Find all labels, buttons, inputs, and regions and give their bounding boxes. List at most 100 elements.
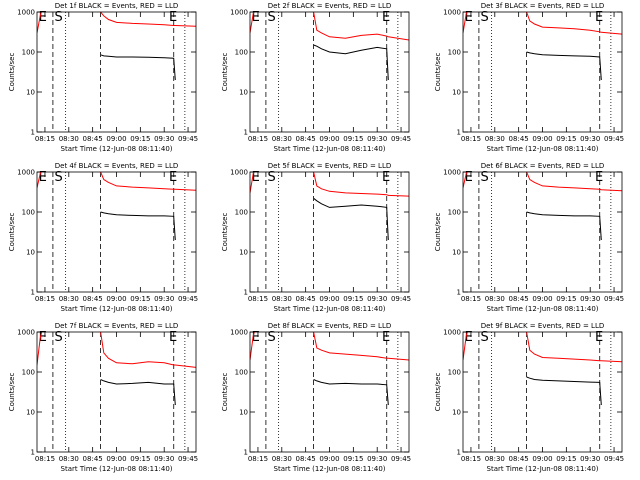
x-tick-label: 09:00 bbox=[532, 455, 552, 463]
x-tick-label: 09:15 bbox=[130, 295, 150, 303]
chart-title: Det 9f BLACK = Events, RED = LLD bbox=[481, 322, 604, 330]
annotation: S bbox=[267, 10, 275, 25]
x-tick-label: 08:45 bbox=[83, 455, 103, 463]
series-line bbox=[100, 379, 176, 406]
x-tick-label: 08:30 bbox=[59, 295, 79, 303]
annotation: S bbox=[54, 170, 62, 185]
x-tick-label: 08:45 bbox=[83, 295, 103, 303]
series-line bbox=[250, 12, 409, 41]
x-tick-label: 08:45 bbox=[296, 295, 316, 303]
annotation: E bbox=[39, 330, 47, 345]
series-line bbox=[313, 44, 389, 81]
y-axis-label: Counts/sec bbox=[8, 373, 16, 412]
x-tick-label: 08:45 bbox=[296, 455, 316, 463]
series-line bbox=[463, 12, 622, 35]
x-tick-label: 08:45 bbox=[509, 295, 529, 303]
x-tick-label: 08:30 bbox=[485, 455, 505, 463]
y-tick-label: 10 bbox=[452, 249, 461, 257]
x-tick-label: 09:15 bbox=[343, 135, 363, 143]
series-line bbox=[463, 332, 622, 363]
annotation: E bbox=[382, 10, 390, 25]
x-axis-label: Start Time (12-Jun-08 08:11:40) bbox=[274, 145, 386, 153]
x-tick-label: 09:45 bbox=[178, 455, 198, 463]
annotation: E bbox=[465, 10, 473, 25]
y-tick-label: 100 bbox=[235, 209, 248, 217]
x-tick-label: 08:15 bbox=[35, 295, 55, 303]
x-tick-label: 09:45 bbox=[178, 295, 198, 303]
annotation: E bbox=[252, 10, 260, 25]
y-tick-label: 10 bbox=[239, 89, 248, 97]
x-tick-label: 09:30 bbox=[580, 135, 600, 143]
chart-title: Det 3f BLACK = Events, RED = LLD bbox=[481, 2, 604, 10]
x-tick-label: 09:45 bbox=[604, 295, 624, 303]
y-tick-label: 100 bbox=[448, 209, 461, 217]
series-line bbox=[250, 172, 409, 197]
x-tick-label: 09:00 bbox=[106, 455, 126, 463]
y-axis-label: Counts/sec bbox=[8, 213, 16, 252]
plot-frame bbox=[249, 11, 410, 133]
annotation: S bbox=[480, 170, 488, 185]
x-tick-label: 09:00 bbox=[532, 295, 552, 303]
series-line bbox=[526, 376, 602, 406]
chart-title: Det 4f BLACK = Events, RED = LLD bbox=[55, 162, 178, 170]
annotation: E bbox=[169, 170, 177, 185]
x-tick-label: 08:30 bbox=[59, 135, 79, 143]
y-tick-label: 1 bbox=[457, 129, 461, 137]
y-tick-label: 1 bbox=[244, 449, 248, 457]
chart-title: Det 5f BLACK = Events, RED = LLD bbox=[268, 162, 391, 170]
y-tick-label: 1 bbox=[31, 289, 35, 297]
y-tick-label: 100 bbox=[235, 369, 248, 377]
chart-title: Det 7f BLACK = Events, RED = LLD bbox=[55, 322, 178, 330]
plot-frame bbox=[249, 171, 410, 293]
x-axis-label: Start Time (12-Jun-08 08:11:40) bbox=[487, 145, 599, 153]
y-tick-label: 1 bbox=[244, 129, 248, 137]
y-axis-label: Counts/sec bbox=[434, 213, 442, 252]
x-tick-label: 09:30 bbox=[154, 295, 174, 303]
x-tick-label: 08:15 bbox=[35, 135, 55, 143]
x-tick-label: 09:15 bbox=[343, 455, 363, 463]
y-axis-label: Counts/sec bbox=[221, 373, 229, 412]
chart-title: Det 6f BLACK = Events, RED = LLD bbox=[481, 162, 604, 170]
x-tick-label: 09:45 bbox=[604, 135, 624, 143]
annotation: E bbox=[465, 170, 473, 185]
x-tick-label: 08:15 bbox=[248, 455, 268, 463]
series-line bbox=[313, 197, 389, 241]
y-tick-label: 10 bbox=[452, 409, 461, 417]
plot-frame bbox=[462, 331, 623, 453]
x-tick-label: 08:30 bbox=[272, 295, 292, 303]
annotation: S bbox=[54, 330, 62, 345]
series-line bbox=[250, 332, 409, 361]
annotation: E bbox=[252, 170, 260, 185]
x-tick-label: 09:00 bbox=[106, 135, 126, 143]
annotation: E bbox=[595, 10, 603, 25]
x-tick-label: 09:30 bbox=[154, 455, 174, 463]
x-axis-label: Start Time (12-Jun-08 08:11:40) bbox=[274, 465, 386, 473]
annotation: E bbox=[39, 10, 47, 25]
x-tick-label: 09:15 bbox=[556, 135, 576, 143]
y-tick-label: 10 bbox=[452, 89, 461, 97]
series-line bbox=[526, 51, 602, 81]
series-line bbox=[100, 211, 176, 241]
series-line bbox=[100, 54, 176, 81]
annotation: E bbox=[382, 170, 390, 185]
y-tick-label: 1000 bbox=[443, 169, 461, 177]
plot-frame bbox=[462, 171, 623, 293]
y-axis-label: Counts/sec bbox=[434, 53, 442, 92]
x-tick-label: 09:15 bbox=[130, 455, 150, 463]
panel: Det 7f BLACK = Events, RED = LLD Counts/s… bbox=[8, 322, 198, 473]
x-tick-label: 09:30 bbox=[580, 455, 600, 463]
panel: Det 5f BLACK = Events, RED = LLD Counts/s… bbox=[221, 162, 411, 313]
series-line bbox=[37, 332, 196, 368]
panel: Det 9f BLACK = Events, RED = LLD Counts/s… bbox=[434, 322, 624, 473]
y-tick-label: 100 bbox=[448, 49, 461, 57]
y-tick-label: 10 bbox=[239, 249, 248, 257]
x-tick-label: 08:30 bbox=[272, 135, 292, 143]
plot-frame bbox=[36, 171, 197, 293]
y-axis-label: Counts/sec bbox=[8, 53, 16, 92]
x-tick-label: 08:15 bbox=[248, 295, 268, 303]
x-tick-label: 08:30 bbox=[485, 295, 505, 303]
annotation: S bbox=[480, 330, 488, 345]
x-tick-label: 09:30 bbox=[154, 135, 174, 143]
plot-frame bbox=[462, 11, 623, 133]
